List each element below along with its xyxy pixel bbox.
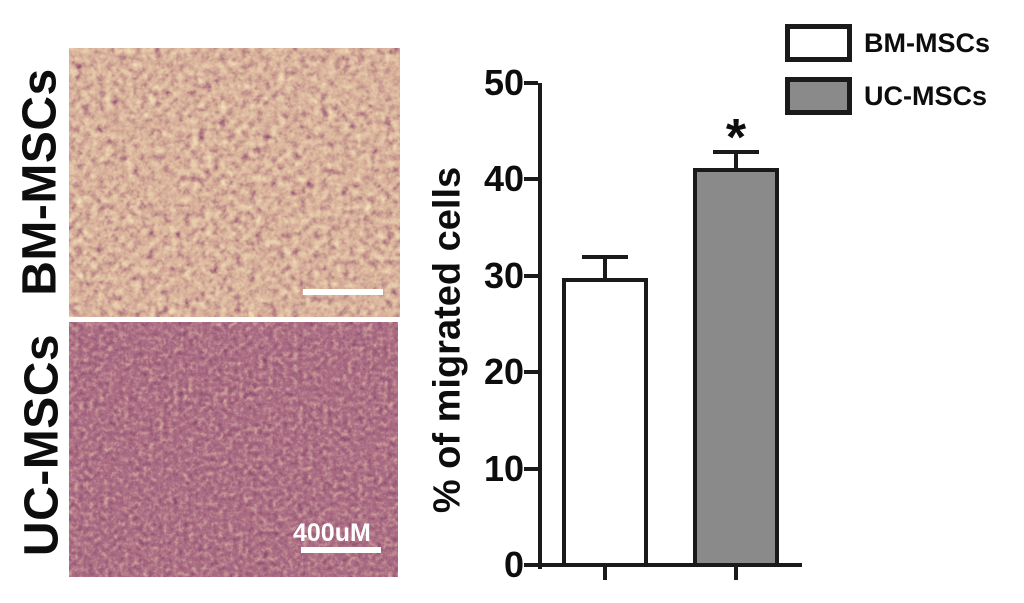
scale-bar	[303, 289, 383, 295]
x-tick	[734, 567, 738, 580]
legend-label: UC-MSCs	[864, 80, 988, 111]
chart-legend: BM-MSCs UC-MSCs	[785, 24, 990, 130]
bm-mscs-micrograph	[69, 48, 400, 317]
y-axis-line	[538, 83, 542, 569]
significance-asterisk: *	[725, 109, 747, 168]
legend-entry: BM-MSCs	[785, 24, 990, 62]
y-tick-label: 50	[483, 62, 524, 103]
micrograph-texture	[69, 48, 400, 317]
scale-bar	[301, 547, 381, 553]
y-tick	[524, 466, 538, 471]
y-tick	[524, 81, 538, 85]
x-tick	[603, 567, 607, 580]
bar-bm-mscs	[562, 277, 648, 567]
error-bar-line	[603, 256, 607, 278]
legend-label: BM-MSCs	[864, 27, 990, 58]
y-tick	[524, 273, 538, 278]
legend-swatch	[785, 24, 852, 62]
y-tick-label: 0	[503, 544, 524, 585]
bar-uc-mscs	[693, 167, 779, 567]
y-tick	[524, 177, 538, 182]
error-bar-cap	[582, 254, 628, 259]
y-tick	[524, 563, 538, 567]
scale-bar-label: 400uM	[293, 519, 371, 547]
y-tick	[524, 370, 538, 375]
error-bar-line	[734, 152, 738, 168]
y-tick-label: 20	[483, 351, 524, 393]
error-bar-cap	[713, 150, 759, 155]
y-tick-label: 10	[483, 447, 524, 489]
y-tick-label: 30	[483, 254, 524, 296]
uc-mscs-micrograph: 400uM	[69, 322, 398, 577]
y-tick-label: 40	[483, 158, 524, 200]
micrograph-texture	[69, 322, 398, 577]
legend-entry: UC-MSCs	[785, 77, 990, 115]
x-axis-line	[527, 563, 802, 567]
legend-swatch	[785, 77, 852, 115]
